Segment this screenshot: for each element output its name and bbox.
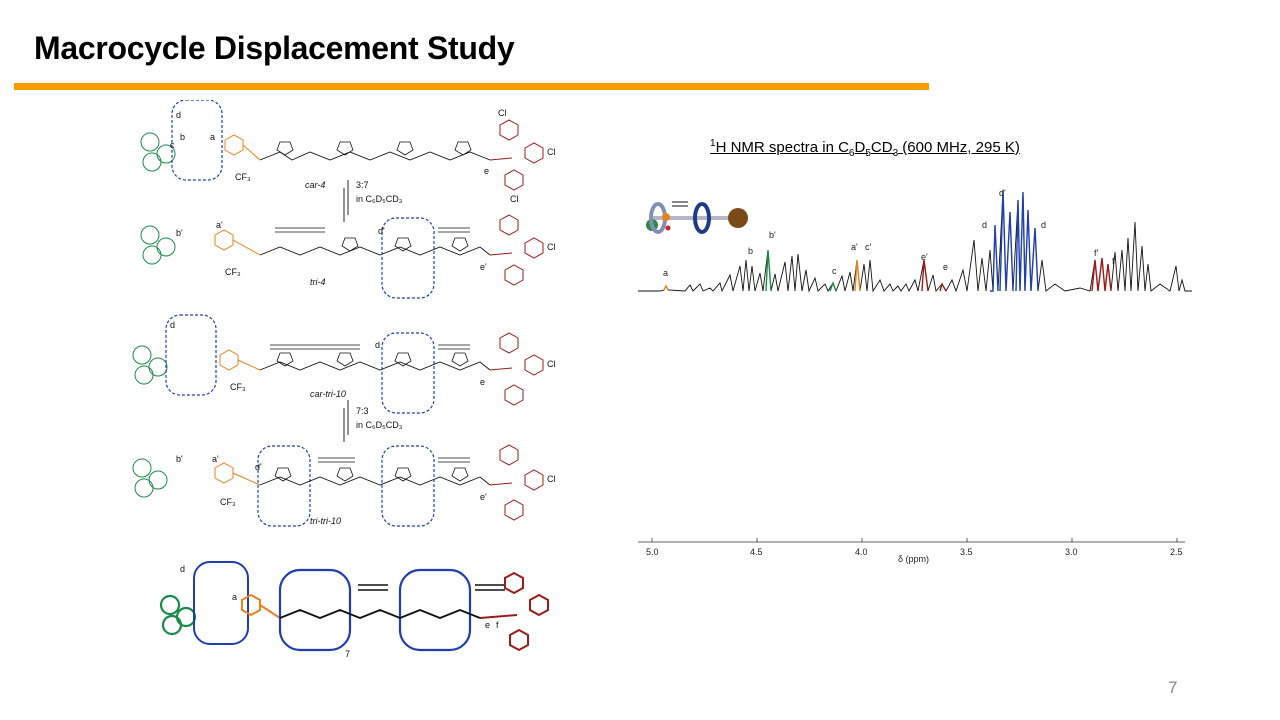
scheme-tri-tri-10: b' a' d' e' Cl CF₃ tri-tri-10	[132, 444, 556, 527]
svg-text:d': d'	[378, 226, 385, 236]
svg-text:d': d'	[999, 188, 1006, 198]
svg-text:Cl: Cl	[510, 194, 519, 204]
svg-text:3.5: 3.5	[960, 547, 973, 557]
svg-text:e: e	[484, 166, 489, 176]
svg-text:a': a'	[212, 454, 219, 464]
svg-text:5.0: 5.0	[646, 547, 659, 557]
svg-text:b': b'	[769, 230, 776, 240]
equilibrium-arrows-2: 7:3 in C₆D₅CD₃	[343, 400, 403, 442]
svg-text:Cl: Cl	[547, 147, 556, 157]
svg-text:d: d	[180, 564, 185, 574]
highlight-b-peaks	[765, 249, 837, 292]
svg-text:b': b'	[176, 228, 183, 238]
svg-text:b: b	[180, 132, 185, 142]
highlight-a-peaks	[663, 259, 861, 292]
svg-text:d: d	[170, 320, 175, 330]
svg-text:Cl: Cl	[498, 108, 507, 118]
svg-text:Cl: Cl	[547, 474, 556, 484]
svg-text:in C₆D₅CD₃: in C₆D₅CD₃	[356, 194, 403, 204]
svg-text:CF₃: CF₃	[220, 497, 236, 507]
svg-text:d': d'	[255, 462, 262, 472]
equilibrium-arrows-1: 3:7 in C₆D₅CD₃	[343, 180, 403, 222]
svg-text:b: b	[748, 246, 753, 256]
slide-title: Macrocycle Displacement Study	[34, 30, 515, 66]
svg-text:2.5: 2.5	[1170, 547, 1183, 557]
svg-text:e: e	[480, 377, 485, 387]
nmr-x-axis: 5.0 4.5 4.0 3.5 3.0 2.5 δ (ppm)	[638, 538, 1185, 564]
scheme-compound-7: d a e f 7	[159, 561, 549, 659]
svg-text:Cl: Cl	[547, 359, 556, 369]
svg-text:δ (ppm): δ (ppm)	[898, 554, 929, 564]
svg-text:car-tri-10: car-tri-10	[310, 389, 346, 399]
peak-labels: a b b' c a' c' e' e d d' d f f'	[663, 188, 1115, 278]
svg-text:a': a'	[216, 220, 223, 230]
svg-text:e: e	[943, 262, 948, 272]
scheme-car-tri-10: d d e Cl CF₃ car-tri-10	[132, 314, 556, 414]
svg-text:3:7: 3:7	[356, 180, 369, 190]
svg-text:c: c	[170, 140, 175, 150]
svg-text:d: d	[1041, 220, 1046, 230]
nmr-spectrum: a b b' c a' c' e' e d d' d f f' 5.0 4.5 …	[630, 180, 1200, 580]
svg-text:e': e'	[480, 262, 487, 272]
svg-text:CF₃: CF₃	[225, 267, 241, 277]
svg-text:e: e	[485, 620, 490, 630]
scheme-tri4: b' a' d' e' Cl CF₃ tri-4	[140, 214, 556, 299]
svg-text:e': e'	[480, 492, 487, 502]
svg-text:d: d	[982, 220, 987, 230]
rotaxane-cartoon-icon	[646, 201, 748, 234]
page-number: 7	[1168, 678, 1178, 697]
svg-text:CF₃: CF₃	[230, 382, 246, 392]
svg-text:f: f	[1112, 256, 1115, 266]
highlight-e-peaks	[921, 257, 1112, 292]
svg-text:tri-4: tri-4	[310, 277, 326, 287]
svg-text:a: a	[210, 132, 215, 142]
svg-text:c': c'	[865, 242, 872, 252]
nmr-caption: 1H NMR spectra in C6D5CD3 (600 MHz, 295 …	[710, 138, 1020, 159]
chemical-schemes: d b c a Cl Cl Cl e CF₃ car-4 3:7 in C₆D₅…	[120, 100, 590, 680]
svg-text:CF₃: CF₃	[235, 172, 251, 182]
svg-text:4.5: 4.5	[750, 547, 763, 557]
svg-text:a: a	[663, 268, 668, 278]
svg-text:car-4: car-4	[305, 180, 325, 190]
svg-text:3.0: 3.0	[1065, 547, 1078, 557]
svg-text:a: a	[232, 592, 237, 602]
svg-text:d: d	[176, 110, 181, 120]
svg-text:7:3: 7:3	[356, 406, 369, 416]
title-accent-rule	[14, 83, 929, 90]
svg-text:4.0: 4.0	[855, 547, 868, 557]
svg-text:7: 7	[345, 649, 350, 659]
highlight-d-peaks	[990, 189, 1039, 292]
svg-text:f': f'	[1094, 248, 1099, 258]
svg-text:b': b'	[176, 454, 183, 464]
svg-text:c: c	[832, 266, 837, 276]
scheme-car4: d b c a Cl Cl Cl e CF₃ car-4	[140, 100, 556, 204]
svg-text:tri-tri-10: tri-tri-10	[310, 516, 341, 526]
svg-text:f: f	[496, 620, 499, 630]
svg-text:d: d	[375, 340, 380, 350]
svg-text:a': a'	[851, 242, 858, 252]
svg-text:in C₆D₅CD₃: in C₆D₅CD₃	[356, 420, 403, 430]
svg-text:e': e'	[921, 252, 928, 262]
svg-text:Cl: Cl	[547, 242, 556, 252]
